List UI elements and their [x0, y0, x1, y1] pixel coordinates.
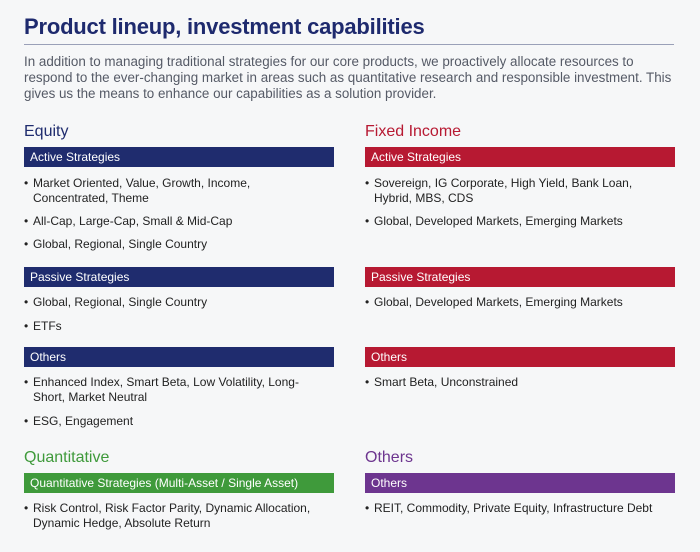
bullet: •	[24, 295, 29, 309]
quantitative-strategies-bar: Quantitative Strategies (Multi-Asset / S…	[24, 473, 334, 493]
item-text: All-Cap, Large-Cap, Small & Mid-Cap	[33, 214, 233, 228]
list-item: • Smart Beta, Unconstrained	[365, 375, 665, 390]
list-item: • ETFs	[24, 319, 324, 334]
item-text: Sovereign, IG Corporate, High Yield, Ban…	[374, 176, 633, 205]
equity-others-bar: Others	[24, 347, 334, 367]
bullet: •	[365, 375, 370, 389]
equity-active-bar: Active Strategies	[24, 147, 334, 167]
list-item: • Sovereign, IG Corporate, High Yield, Ba…	[365, 176, 665, 206]
bullet: •	[24, 501, 29, 515]
fixed-income-passive-bar: Passive Strategies	[365, 267, 675, 287]
bullet: •	[365, 501, 370, 515]
others-bar: Others	[365, 473, 675, 493]
equity-heading: Equity	[24, 123, 69, 140]
list-item: • Global, Developed Markets, Emerging Mar…	[365, 214, 665, 229]
bullet: •	[24, 214, 29, 228]
fixed-income-others-bar: Others	[365, 347, 675, 367]
item-text: Global, Regional, Single Country	[33, 295, 208, 309]
item-text: ESG, Engagement	[33, 414, 134, 428]
equity-passive-bar: Passive Strategies	[24, 267, 334, 287]
bullet: •	[24, 176, 29, 190]
page-title: Product lineup, investment capabilities	[24, 14, 425, 39]
list-item: • ESG, Engagement	[24, 414, 324, 429]
intro-paragraph: In addition to managing traditional stra…	[24, 54, 672, 101]
item-text: REIT, Commodity, Private Equity, Infrast…	[374, 501, 653, 515]
bullet: •	[365, 214, 370, 228]
list-item: • Global, Regional, Single Country	[24, 237, 324, 252]
item-text: Global, Developed Markets, Emerging Mark…	[374, 214, 623, 228]
item-text: Enhanced Index, Smart Beta, Low Volatili…	[33, 375, 299, 404]
item-text: Market Oriented, Value, Growth, Income, …	[33, 176, 251, 205]
bullet: •	[24, 375, 29, 389]
bullet: •	[24, 237, 29, 251]
bullet: •	[365, 176, 370, 190]
fixed-income-heading: Fixed Income	[365, 123, 462, 140]
title-divider	[24, 44, 674, 45]
list-item: • Risk Control, Risk Factor Parity, Dynam…	[24, 501, 324, 531]
item-text: ETFs	[33, 319, 62, 333]
bullet: •	[24, 319, 29, 333]
fixed-income-active-bar: Active Strategies	[365, 147, 675, 167]
item-text: Global, Developed Markets, Emerging Mark…	[374, 295, 623, 309]
list-item: • Market Oriented, Value, Growth, Income,…	[24, 176, 324, 206]
item-text: Risk Control, Risk Factor Parity, Dynami…	[33, 501, 311, 530]
list-item: • All-Cap, Large-Cap, Small & Mid-Cap	[24, 214, 324, 229]
quantitative-heading: Quantitative	[24, 449, 110, 466]
bullet: •	[365, 295, 370, 309]
list-item: • REIT, Commodity, Private Equity, Infras…	[365, 501, 665, 516]
item-text: Global, Regional, Single Country	[33, 237, 208, 251]
list-item: • Global, Regional, Single Country	[24, 295, 324, 310]
list-item: • Global, Developed Markets, Emerging Mar…	[365, 295, 665, 310]
others-heading: Others	[365, 449, 414, 466]
item-text: Smart Beta, Unconstrained	[374, 375, 519, 389]
list-item: • Enhanced Index, Smart Beta, Low Volatil…	[24, 375, 324, 405]
bullet: •	[24, 414, 29, 428]
